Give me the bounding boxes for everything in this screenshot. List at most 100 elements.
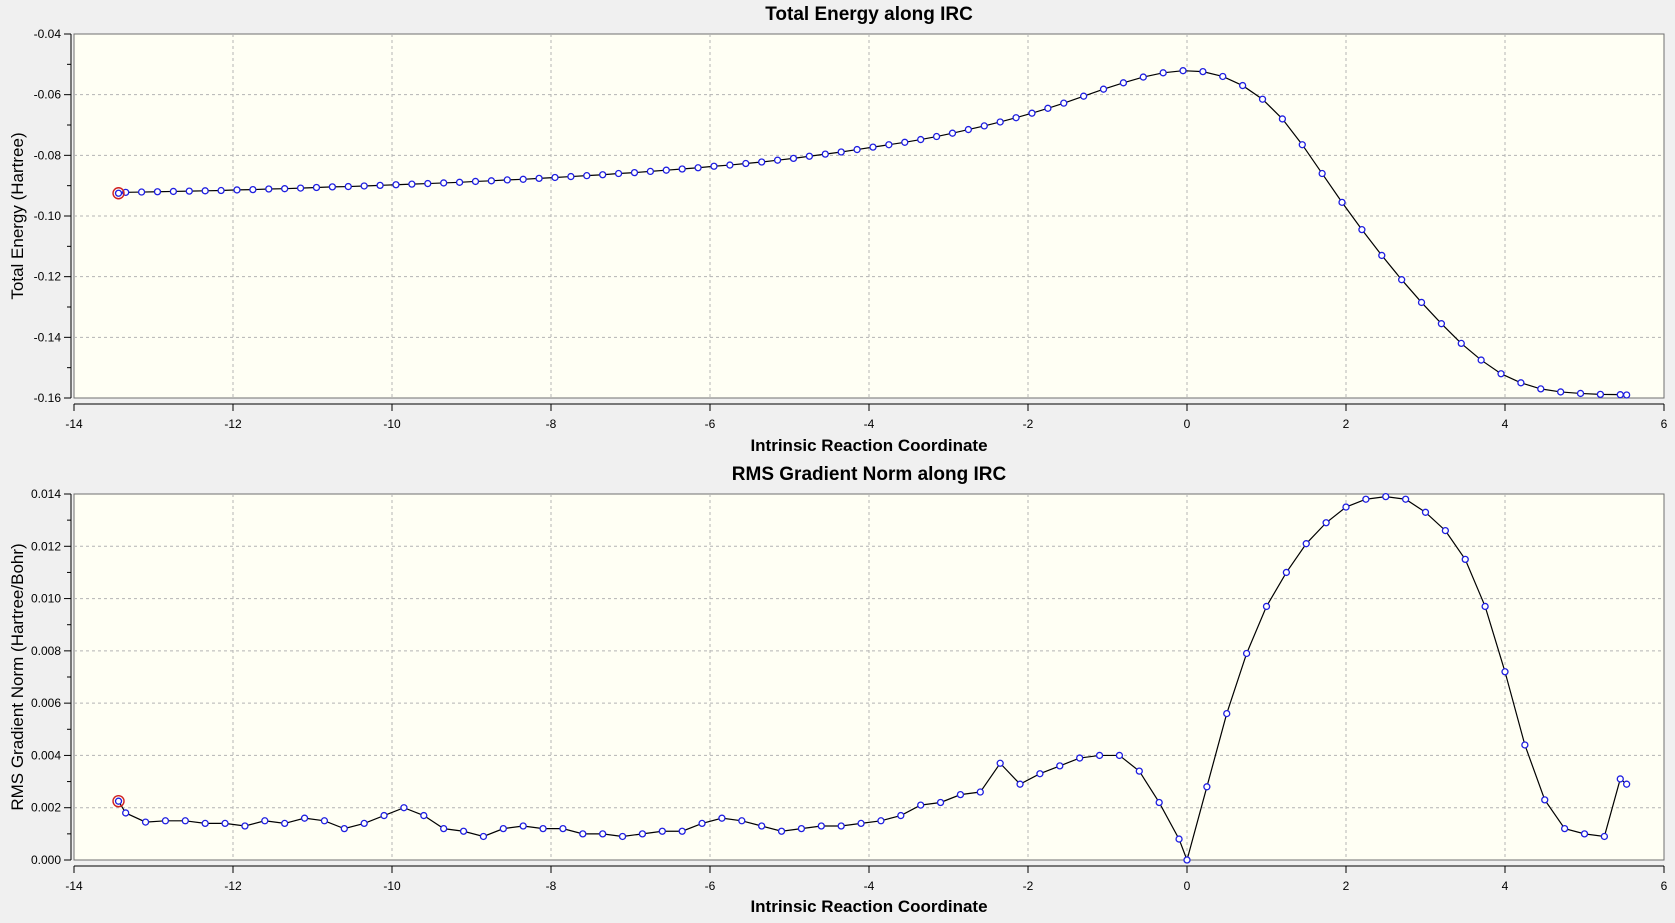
chart2-data-point (1076, 754, 1084, 762)
chart1-data-point (1258, 95, 1267, 103)
chart1-data-point (1517, 379, 1525, 387)
chart1-data-point (1596, 390, 1605, 399)
chart2-data-point (1302, 540, 1310, 548)
chart1-x-tick-label: -10 (383, 417, 401, 431)
chart1-data-point (487, 177, 496, 185)
chart2-data-point (1203, 783, 1211, 791)
chart1-data-point (1378, 251, 1386, 260)
chart2-data-point (241, 822, 249, 830)
chart2-data-point (420, 811, 428, 820)
chart1-data-point (1139, 73, 1147, 81)
chart1-y-tick-label: -0.14 (34, 330, 62, 344)
chart2-data-point (1461, 555, 1469, 564)
chart1-data-point (471, 177, 480, 186)
chart1-data-point (599, 171, 607, 179)
chart1-data-point (503, 176, 511, 184)
chart1-data-point (1060, 99, 1068, 107)
chart2-data-point (300, 814, 309, 822)
chart2-data-point (161, 817, 170, 825)
chart2-data-point (956, 790, 965, 799)
chart1-data-point (996, 118, 1004, 126)
chart2-data-point (519, 822, 527, 830)
chart1-data-point (328, 183, 337, 191)
chart2-data-point (1155, 798, 1163, 807)
chart2-data-point (479, 832, 488, 841)
chart1-data-point (1338, 198, 1346, 207)
chart1-x-tick-label: -14 (65, 417, 83, 431)
chart2-data-point (678, 827, 686, 835)
chart2-data-point (1541, 796, 1549, 804)
chart1-data-point (885, 141, 893, 149)
chart1-data-point (789, 154, 798, 163)
chart2-data-point (897, 811, 905, 820)
chart2-data-point (797, 824, 806, 833)
chart1-data-point (932, 132, 941, 141)
chart2-y-tick-label: 0.012 (31, 539, 61, 553)
chart1-data-point (742, 159, 750, 168)
chart1-data-point (567, 172, 575, 181)
chart2-data-point (579, 830, 587, 838)
chart1-data-point (1622, 391, 1631, 399)
chart2-x-tick-label: -10 (383, 879, 401, 893)
chart1-data-point (1179, 67, 1187, 75)
chart2-data-point (539, 824, 547, 833)
chart1-data-point (948, 129, 957, 137)
chart1-data-point (630, 168, 639, 177)
chart2-y-tick-label: 0.014 (31, 487, 61, 501)
chart1-data-point (1437, 320, 1446, 328)
chart1-data-point (1497, 370, 1505, 378)
chart1-data-point (646, 167, 655, 176)
chart1-data-point (710, 162, 718, 170)
chart1-data-point (249, 185, 257, 194)
chart1-data-point (281, 185, 289, 193)
chart2-data-point (877, 817, 885, 825)
chart1-selected-point-marker (112, 187, 125, 200)
chart2-x-tick-label: 2 (1343, 879, 1350, 893)
chart2-x-tick-label: -14 (65, 879, 83, 893)
chart2-x-tick-label: -6 (705, 879, 716, 893)
chart1-y-tick-label: -0.10 (34, 209, 62, 223)
chart2-data-point (1223, 709, 1231, 718)
chart2-data-point (201, 819, 209, 828)
chart2-data-point (1622, 780, 1631, 788)
chart2-data-point (281, 819, 289, 828)
chart1-data-point (551, 173, 559, 182)
chart2-data-point (718, 814, 726, 822)
chart2-data-point (559, 824, 567, 833)
chart2-data-point (1322, 519, 1330, 527)
chart2-x-tick-label: 4 (1502, 879, 1509, 893)
chart2-data-point (114, 797, 123, 805)
chart2-data-point (1382, 492, 1390, 501)
chart1-x-tick-label: -8 (546, 417, 557, 431)
chart2-data-point (1282, 568, 1291, 577)
chart1-data-point (1278, 115, 1287, 123)
chart2-y-tick-label: 0.008 (31, 644, 61, 658)
chart2-x-tick-label: -8 (546, 879, 557, 893)
chart1-data-point (1159, 69, 1167, 77)
chart1: -14 -12 -10 -8 -6 -4 -2 0 2 4 6 -0.04 -0.06 -0.08 -0.1… (8, 4, 1668, 455)
chart2-data-point (499, 824, 507, 833)
chart1-data-point (535, 174, 543, 183)
chart1-y-axis-label: Total Energy (Hartree) (8, 132, 27, 299)
chart2-data-point (340, 824, 348, 833)
chart2-data-point (758, 822, 766, 830)
chart2-data-point (917, 801, 925, 809)
chart1-x-tick-label: -2 (1023, 417, 1034, 431)
chart1-data-point (1012, 114, 1020, 122)
chart1-data-point (853, 145, 861, 154)
chart1-data-point (408, 180, 416, 188)
chart1-y-tick-label: -0.04 (34, 27, 62, 41)
chart1-data-point (217, 186, 225, 195)
chart2-data-point (1441, 526, 1450, 535)
chart2-data-point (1016, 780, 1024, 788)
chart1-data-point (265, 185, 273, 193)
chart1-data-point (1044, 104, 1052, 112)
chart1-data-point (1616, 391, 1624, 399)
chart1-data-point (837, 148, 845, 156)
chart2-data-point (638, 830, 647, 838)
chart1-x-axis-label: Intrinsic Reaction Coordinate (750, 436, 987, 455)
chart2-data-point (1600, 832, 1609, 841)
chart2-data-point (440, 824, 448, 833)
chart2-y-tick-label: 0.000 (31, 853, 61, 867)
chart2-data-point (1242, 649, 1251, 658)
